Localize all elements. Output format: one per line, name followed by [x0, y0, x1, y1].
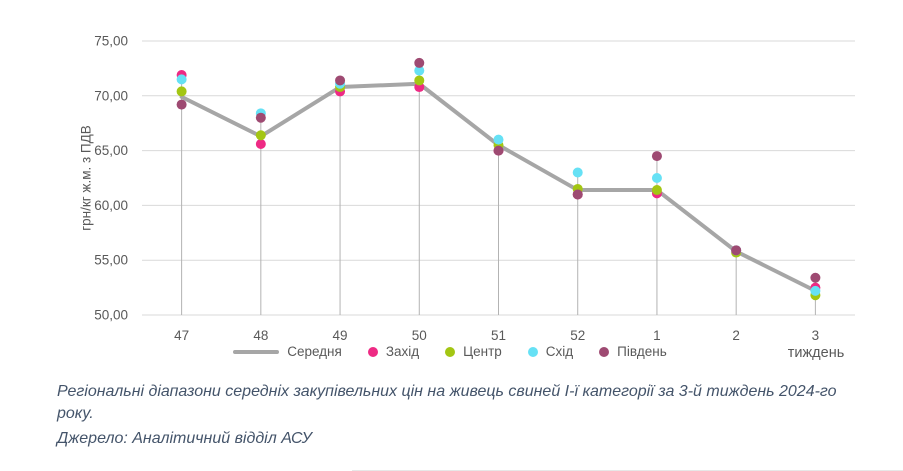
legend-label: Південь	[617, 344, 667, 359]
data-point-Захід-48	[255, 139, 266, 150]
x-tick-label: 50	[412, 328, 427, 343]
data-point-Південь-50	[414, 57, 425, 68]
legend-item-4: Південь	[599, 344, 667, 359]
x-axis-title: тиждень	[787, 345, 845, 361]
y-axis-title: грн/кг ж.м. з ПДВ	[78, 125, 94, 231]
legend-label: Середня	[287, 344, 342, 359]
legend-label: Центр	[463, 344, 502, 359]
x-tick-label: 1	[653, 328, 661, 343]
x-tick-label: 47	[174, 328, 189, 343]
legend-label: Захід	[385, 344, 420, 359]
x-tick-label: 2	[732, 328, 740, 343]
data-point-Схід-3	[810, 285, 821, 296]
data-point-Схід-52	[572, 167, 583, 178]
data-point-Центр-1	[651, 185, 662, 196]
data-point-Центр-50	[414, 75, 425, 86]
data-point-Центр-47	[176, 86, 187, 97]
data-point-Південь-3	[810, 272, 821, 283]
plot-area: 50,00 55,00 60,00 65,00 70,00 75,00 47 48 49 50 51…	[94, 34, 855, 343]
x-tick-label: 48	[253, 328, 268, 343]
legend-dot-marker	[599, 346, 610, 357]
data-point-Південь-49	[335, 75, 346, 86]
legend-label: Схід	[545, 344, 574, 359]
data-point-Південь-51	[493, 145, 504, 156]
y-tick-label: 55,00	[94, 253, 128, 268]
x-tick-label: 51	[491, 328, 506, 343]
y-tick-label: 65,00	[94, 143, 128, 158]
legend-item-2: Центр	[445, 344, 502, 359]
data-point-Південь-2	[731, 245, 742, 256]
data-point-Схід-1	[651, 173, 662, 183]
legend-dot-marker	[367, 346, 378, 357]
legend-line-marker	[233, 349, 280, 354]
data-point-Схід-47	[176, 74, 187, 85]
legend-item-1: Захід	[367, 344, 420, 359]
data-point-Центр-48	[255, 130, 266, 141]
y-tick-label: 60,00	[94, 198, 128, 213]
data-point-Південь-47	[176, 99, 187, 110]
y-tick-label: 50,00	[94, 308, 128, 323]
chart-legend: Середня Захід Центр Схід Південь	[150, 344, 750, 359]
legend-dot-marker	[445, 346, 456, 357]
x-tick-label: 52	[570, 328, 585, 343]
x-tick-label: 3	[812, 328, 820, 343]
data-point-Південь-48	[255, 112, 266, 123]
data-point-Південь-1	[651, 151, 662, 162]
y-tick-label: 75,00	[94, 34, 128, 49]
data-point-Схід-50	[414, 65, 425, 76]
legend-dot-marker	[527, 346, 538, 357]
chart-caption: Регіональні діапазони середніх закупівел…	[57, 383, 837, 422]
chart-source: Джерело: Аналітичний відділ АСУ	[57, 430, 312, 447]
y-tick-label: 70,00	[94, 88, 128, 103]
legend-item-3: Схід	[527, 344, 574, 359]
data-point-Південь-52	[572, 189, 583, 200]
x-tick-label: 49	[333, 328, 348, 343]
data-point-Схід-51	[493, 134, 504, 145]
legend-item-0: Середня	[233, 344, 342, 359]
